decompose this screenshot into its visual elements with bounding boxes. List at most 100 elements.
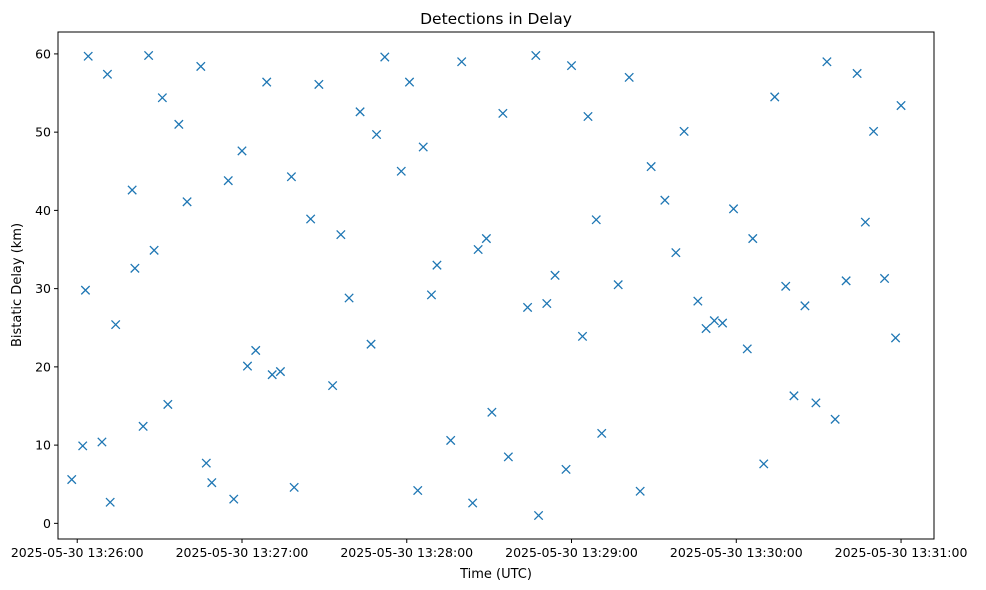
- scatter-point: [432, 260, 442, 270]
- scatter-point: [102, 69, 113, 79]
- scatter-point: [583, 111, 593, 122]
- scatter-point: [149, 245, 159, 255]
- scatter-point: [550, 270, 560, 280]
- scatter-point: [262, 77, 272, 87]
- scatter-point: [314, 79, 324, 90]
- scatter-point: [542, 298, 552, 309]
- scatter-point: [289, 482, 299, 493]
- scatter-point: [896, 100, 906, 111]
- x-tick-label: 2025-05-30 13:26:00: [11, 545, 144, 560]
- y-tick-label: 40: [35, 203, 51, 218]
- x-tick-label: 2025-05-30 13:27:00: [176, 545, 309, 560]
- scatter-point: [371, 129, 382, 140]
- scatter-point: [111, 319, 121, 330]
- x-tick-label: 2025-05-30 13:30:00: [670, 545, 803, 560]
- y-tick-label: 10: [35, 438, 51, 453]
- scatter-point: [157, 93, 168, 103]
- scatter-point: [635, 486, 645, 496]
- scatter-point: [223, 175, 233, 186]
- scatter-point: [163, 399, 173, 410]
- scatter-point: [566, 60, 577, 71]
- scatter-point: [174, 119, 184, 129]
- scatter-point: [80, 285, 91, 295]
- x-tick-label: 2025-05-30 13:28:00: [340, 545, 473, 560]
- scatter-point: [355, 107, 365, 117]
- scatter-point: [742, 344, 752, 354]
- scatter-point: [404, 77, 415, 87]
- data-points: [67, 50, 906, 521]
- scatter-point: [237, 146, 247, 156]
- scatter-point: [748, 233, 758, 244]
- scatter-point: [413, 485, 423, 496]
- scatter-point: [380, 52, 390, 62]
- scatter-point: [561, 464, 571, 475]
- scatter-point: [728, 204, 739, 214]
- scatter-point: [822, 57, 832, 67]
- scatter-point: [624, 72, 634, 83]
- scatter-point: [613, 280, 623, 290]
- scatter-point: [830, 414, 840, 424]
- scatter-point: [811, 398, 821, 408]
- scatter-point: [396, 166, 406, 176]
- scatter-point: [286, 172, 297, 182]
- scatter-point: [196, 61, 206, 72]
- scatter-point: [498, 108, 508, 119]
- scatter-point: [701, 323, 711, 334]
- scatter-point: [577, 331, 588, 342]
- scatter-point: [852, 68, 862, 79]
- scatter-point: [868, 126, 879, 137]
- scatter-point: [473, 244, 483, 255]
- scatter-point: [97, 437, 107, 447]
- scatter-point: [679, 126, 689, 137]
- y-tick-label: 30: [35, 281, 51, 296]
- scatter-point: [693, 296, 703, 306]
- scatter-point: [138, 421, 148, 431]
- plot-area-frame: [57, 31, 935, 540]
- x-axis-label: Time (UTC): [459, 567, 532, 582]
- scatter-point: [646, 161, 656, 172]
- scatter-point: [841, 276, 851, 286]
- chart-title: Detections in Delay: [420, 10, 572, 28]
- y-axis-label: Bistatic Delay (km): [10, 223, 25, 347]
- scatter-point: [67, 474, 77, 485]
- scatter-point: [229, 494, 239, 504]
- scatter-point: [267, 370, 277, 380]
- y-tick-label: 0: [43, 516, 51, 531]
- y-tick-label: 60: [35, 46, 51, 61]
- scatter-point: [759, 459, 769, 469]
- scatter-point: [522, 302, 533, 313]
- scatter-point: [327, 380, 338, 391]
- scatter-point: [709, 316, 719, 326]
- scatter-point: [418, 142, 428, 152]
- scatter-point: [533, 510, 544, 521]
- scatter-point: [531, 50, 541, 61]
- scatter-point: [201, 458, 211, 468]
- scatter-point: [446, 435, 456, 446]
- scatter-point: [717, 318, 728, 328]
- scatter-point: [481, 233, 492, 244]
- y-tick-label: 50: [35, 125, 51, 140]
- scatter-point: [597, 428, 607, 439]
- y-axis-ticks: 0 10 20 30 40 50 60: [35, 46, 58, 531]
- scatter-point: [127, 185, 137, 195]
- scatter-point: [426, 290, 437, 300]
- scatter-point: [789, 391, 799, 401]
- scatter-point: [591, 215, 601, 225]
- scatter-point: [130, 263, 140, 273]
- scatter-point: [83, 51, 93, 61]
- scatter-point: [366, 339, 376, 349]
- scatter-point: [275, 366, 286, 377]
- scatter-point: [336, 229, 346, 240]
- scatter-point: [143, 50, 154, 61]
- scatter-point: [770, 92, 780, 102]
- scatter-point: [182, 197, 192, 207]
- scatter-point: [671, 247, 681, 258]
- scatter-point: [251, 345, 261, 356]
- scatter-point: [503, 452, 514, 462]
- y-tick-label: 20: [35, 359, 51, 374]
- scatter-point: [781, 281, 791, 291]
- x-tick-label: 2025-05-30 13:29:00: [505, 545, 638, 560]
- scatter-point: [860, 217, 871, 227]
- scatter-point: [344, 293, 354, 303]
